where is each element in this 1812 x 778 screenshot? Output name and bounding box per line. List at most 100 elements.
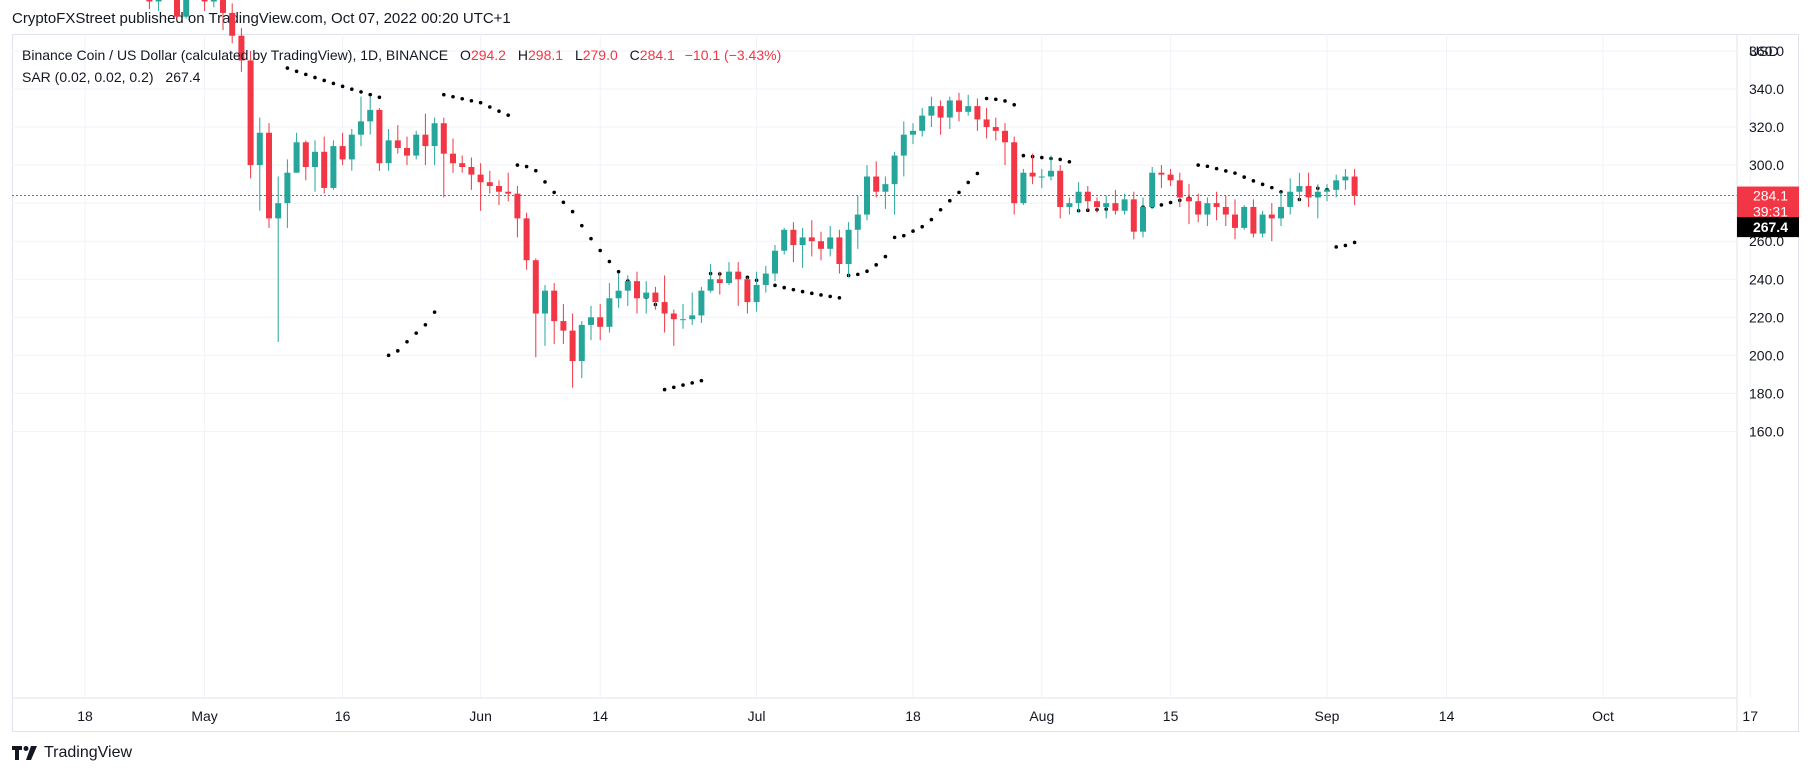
sar-dot [359,90,363,94]
candle-body [542,290,548,314]
candle-body [560,321,567,331]
time-axis: 18May16Jun14Jul18Aug15Sep14Oct17Nov [77,708,1758,724]
candle-body [266,132,272,219]
candle-body [1342,176,1349,181]
price-tick-label: 240.0 [1749,271,1784,287]
sar-dot [598,248,602,253]
sar-dot [313,75,317,80]
candle-body [1103,203,1110,207]
sar-dot [690,381,694,385]
sar-dot [451,94,455,99]
candle-body [827,237,834,249]
candle-body [634,281,640,299]
sar-dot [386,353,391,358]
tradingview-footer[interactable]: TradingView [12,744,132,762]
sar-dot [1251,179,1256,183]
candle-body [229,12,236,36]
sar-dot [837,295,842,300]
candle-body [1057,170,1064,207]
candle-body [900,134,907,156]
sar-dot [469,98,474,103]
candle-body [339,146,346,160]
sar-dot [902,233,906,238]
sar-dot [966,180,970,185]
high-value: 298.1 [528,47,564,63]
sar-dot [1205,164,1210,169]
candle-body [1038,176,1045,178]
sar-dot [975,171,980,176]
sar-dot [322,78,327,83]
candle-body [854,214,861,230]
candle-body [882,184,889,192]
candle-body [385,140,392,164]
candle-body [974,106,981,120]
sar-dot [984,96,989,101]
candle-body [965,106,972,112]
candle-body [422,134,429,147]
candle-body [1029,172,1036,177]
sar-dot [874,263,878,267]
sar-dot [405,339,409,344]
candle-body [919,115,926,131]
currency-label: USD [1749,43,1779,59]
candle-body [946,100,953,118]
candle-body [367,109,374,122]
price-tick-label: 220.0 [1749,309,1784,325]
sar-dot [304,72,308,77]
sar-dot [920,224,924,229]
candle-body [1250,206,1257,234]
sar-dot [552,190,556,195]
sar-dot [1224,169,1228,173]
indicator-value: 267.4 [165,69,201,85]
indicator-name[interactable]: SAR (0.02, 0.02, 0.2) [22,69,154,85]
sar-dot [994,97,998,102]
sar-dot [294,69,299,74]
high-label: H [517,47,528,63]
candle-body [183,0,190,17]
sar-dot [883,254,888,259]
sar-dot [589,236,593,241]
candle-body [413,134,420,156]
sar-dot [892,235,897,240]
tradingview-logo-icon [12,746,37,760]
candle-body [1112,203,1119,211]
candle-body [1314,191,1321,198]
candle-body [496,186,502,192]
chart-frame[interactable] [12,34,1799,732]
sar-dot [1233,171,1237,175]
sar-value: 267.4 [1753,219,1788,235]
candle-body [532,260,539,314]
time-tick-label: 14 [592,708,608,724]
candle-body [358,121,364,135]
candle-body [312,151,318,168]
sar-dot [414,331,419,335]
candle-body [1048,170,1054,177]
close-label: C [629,47,640,63]
candle-body [762,273,769,285]
price-tick-label: 320.0 [1749,119,1784,135]
sar-dot [396,349,400,353]
candle-body [459,163,466,168]
bar-countdown: 39:31 [1753,204,1788,220]
sar-dot [423,323,428,327]
candle-body [983,119,990,128]
sar-dot [432,310,437,314]
time-tick-label: 16 [335,708,351,724]
sar-dot [570,209,575,214]
candle-body [1351,176,1358,196]
candle-body [735,271,742,280]
candle-body [744,279,751,303]
open-label: O [460,47,471,63]
candle-body [155,0,162,2]
candle-body [661,302,668,314]
last-price-tag: 284.1 39:31 [1737,186,1799,223]
candle-body [1268,214,1275,219]
sar-dot [1067,159,1072,164]
candle-body [818,241,824,249]
sar-dot [340,84,345,89]
candle-body [670,313,677,320]
sar-dot [285,66,290,70]
candle-body [404,147,410,156]
sar-dot [1334,245,1338,249]
